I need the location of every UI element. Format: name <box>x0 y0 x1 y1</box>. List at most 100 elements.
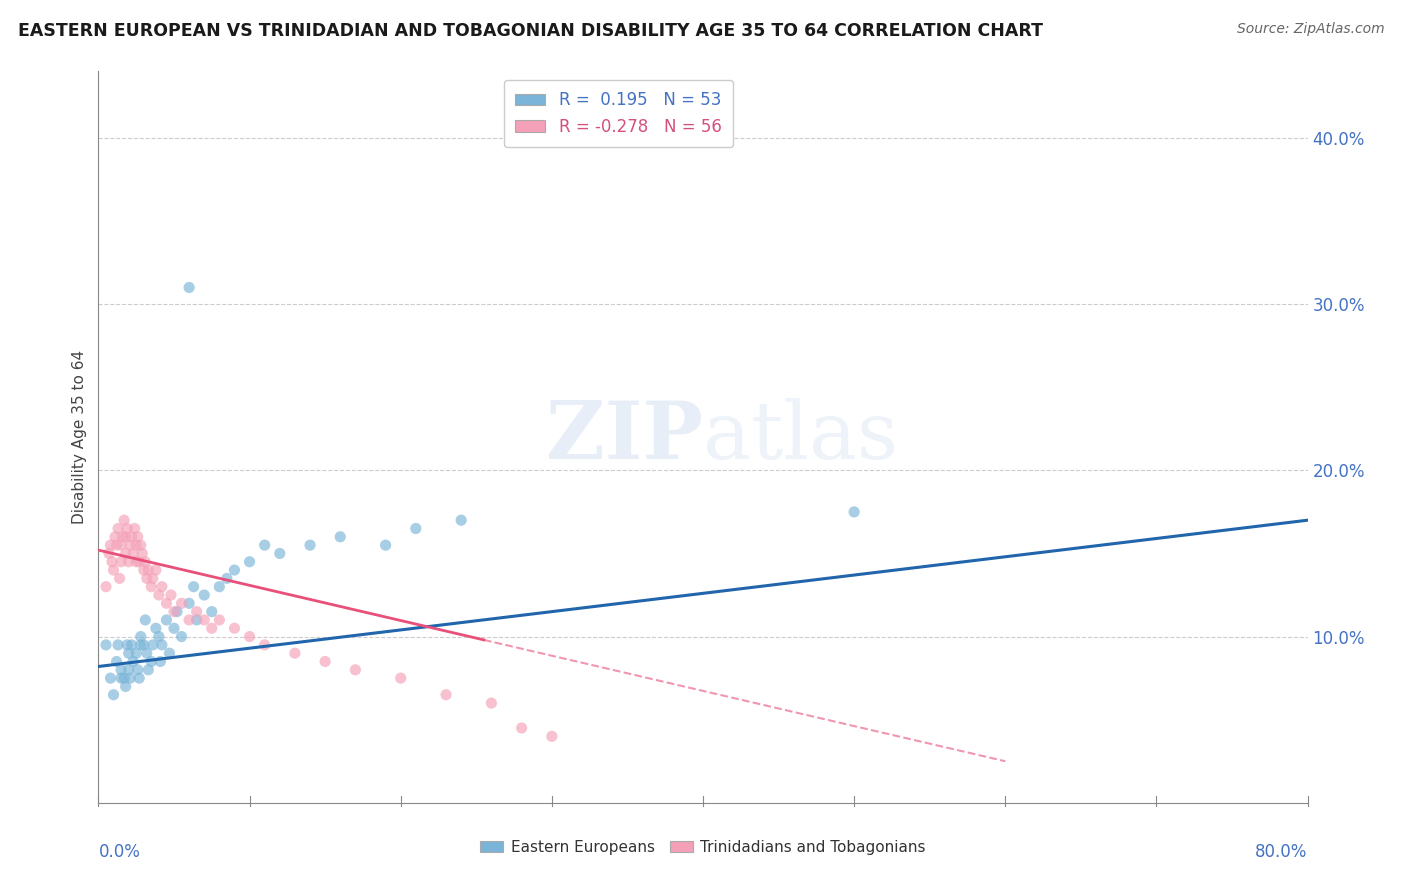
Point <box>94 638 117 652</box>
Point <box>201 621 224 635</box>
Point <box>110 538 132 552</box>
Point <box>389 671 412 685</box>
Point <box>201 605 224 619</box>
Point <box>124 521 146 535</box>
Point <box>163 605 186 619</box>
Point <box>114 680 136 694</box>
Point <box>179 613 201 627</box>
Point <box>208 613 231 627</box>
Point <box>193 588 215 602</box>
Point <box>329 530 352 544</box>
Point <box>239 555 262 569</box>
Point <box>120 671 142 685</box>
Point <box>101 555 124 569</box>
Point <box>170 630 193 644</box>
Point <box>115 521 138 535</box>
Point <box>183 580 205 594</box>
Point <box>166 605 188 619</box>
Point <box>108 571 131 585</box>
Point <box>129 630 152 644</box>
Point <box>163 621 186 635</box>
Point <box>110 555 132 569</box>
Point <box>104 530 127 544</box>
Point <box>107 638 129 652</box>
Point <box>135 571 157 585</box>
Point <box>193 613 215 627</box>
Point <box>481 696 503 710</box>
Point <box>142 571 165 585</box>
Point <box>118 555 141 569</box>
Point <box>128 671 150 685</box>
Point <box>115 638 138 652</box>
Point <box>128 555 150 569</box>
Point <box>127 530 149 544</box>
Point <box>450 513 472 527</box>
Point <box>253 538 276 552</box>
Point <box>299 538 322 552</box>
Point <box>131 546 153 560</box>
Point <box>103 563 125 577</box>
Point <box>112 671 135 685</box>
Point <box>208 580 231 594</box>
Point <box>149 655 172 669</box>
Point <box>148 630 170 644</box>
Point <box>107 521 129 535</box>
Point <box>125 538 148 552</box>
Point <box>374 538 396 552</box>
Text: Source: ZipAtlas.com: Source: ZipAtlas.com <box>1237 22 1385 37</box>
Point <box>120 538 142 552</box>
Point <box>141 655 163 669</box>
Point <box>122 546 145 560</box>
Point <box>111 530 134 544</box>
Point <box>132 638 155 652</box>
Point <box>844 505 866 519</box>
Point <box>136 663 159 677</box>
Point <box>186 613 208 627</box>
Point <box>150 638 173 652</box>
Point <box>141 580 163 594</box>
Point <box>142 638 165 652</box>
Point <box>134 613 156 627</box>
Point <box>112 513 135 527</box>
Point <box>100 671 122 685</box>
Point <box>224 563 246 577</box>
Point <box>118 646 141 660</box>
Point <box>134 555 156 569</box>
Point <box>239 630 262 644</box>
Legend: Eastern Europeans, Trinidadians and Tobagonians: Eastern Europeans, Trinidadians and Toba… <box>474 834 932 861</box>
Text: 80.0%: 80.0% <box>1256 843 1308 861</box>
Point <box>434 688 457 702</box>
Point <box>253 638 276 652</box>
Point <box>103 688 125 702</box>
Point <box>125 555 148 569</box>
Point <box>121 638 143 652</box>
Point <box>118 663 141 677</box>
Point <box>284 646 307 660</box>
Text: EASTERN EUROPEAN VS TRINIDADIAN AND TOBAGONIAN DISABILITY AGE 35 TO 64 CORRELATI: EASTERN EUROPEAN VS TRINIDADIAN AND TOBA… <box>18 22 1043 40</box>
Text: 0.0%: 0.0% <box>98 843 141 861</box>
Point <box>224 621 246 635</box>
Point <box>114 546 136 560</box>
Point <box>405 521 427 535</box>
Point <box>150 580 173 594</box>
Point <box>121 530 143 544</box>
Point <box>105 655 128 669</box>
Point <box>179 280 201 294</box>
Point <box>186 605 208 619</box>
Point <box>100 538 122 552</box>
Point <box>110 671 132 685</box>
Point <box>105 538 128 552</box>
Text: atlas: atlas <box>703 398 898 476</box>
Point <box>114 530 136 544</box>
Point <box>94 580 117 594</box>
Point <box>148 588 170 602</box>
Point <box>98 546 121 560</box>
Y-axis label: Disability Age 35 to 64: Disability Age 35 to 64 <box>72 350 87 524</box>
Point <box>122 655 145 669</box>
Point <box>125 646 148 660</box>
Text: ZIP: ZIP <box>546 398 703 476</box>
Point <box>179 596 201 610</box>
Point <box>170 596 193 610</box>
Point <box>510 721 533 735</box>
Point <box>132 563 155 577</box>
